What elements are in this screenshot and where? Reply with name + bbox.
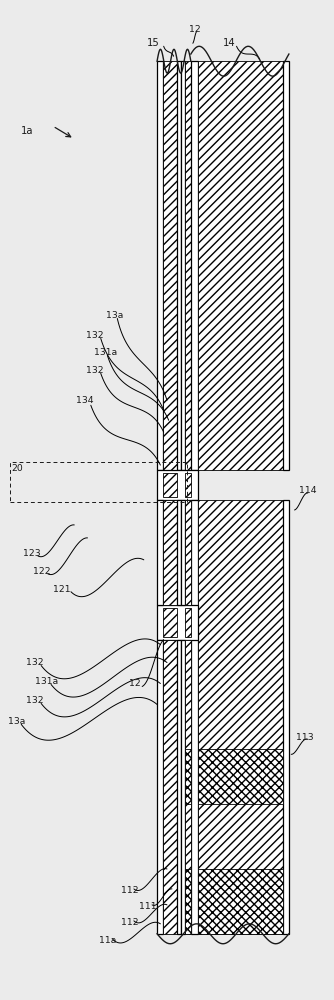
- Bar: [181, 61, 185, 470]
- Bar: [191, 61, 198, 470]
- Bar: [157, 605, 198, 640]
- Text: 134: 134: [76, 396, 94, 405]
- Text: 13a: 13a: [8, 717, 25, 726]
- Text: 15: 15: [147, 38, 160, 48]
- Bar: [157, 470, 198, 500]
- Bar: [185, 749, 191, 804]
- Bar: [181, 500, 185, 605]
- Text: 121: 121: [53, 585, 70, 594]
- Bar: [198, 500, 283, 934]
- Text: 111: 111: [139, 902, 156, 911]
- Bar: [157, 500, 163, 605]
- Text: 122: 122: [33, 567, 50, 576]
- Bar: [185, 473, 191, 497]
- Bar: [283, 500, 289, 934]
- Bar: [185, 500, 191, 605]
- Bar: [177, 500, 181, 605]
- Bar: [185, 640, 191, 934]
- Bar: [177, 640, 181, 934]
- Bar: [191, 500, 198, 934]
- Text: 113: 113: [296, 733, 314, 742]
- Bar: [163, 473, 177, 497]
- Bar: [10, 462, 187, 502]
- Text: 11a: 11a: [99, 936, 117, 945]
- Text: 1a: 1a: [21, 126, 34, 136]
- Text: 12: 12: [129, 679, 141, 688]
- Text: 114: 114: [300, 486, 317, 495]
- Text: 123: 123: [23, 549, 40, 558]
- Bar: [185, 608, 191, 637]
- Bar: [185, 61, 191, 470]
- Text: 14: 14: [223, 38, 236, 48]
- Bar: [163, 500, 177, 605]
- Text: 13a: 13a: [106, 311, 123, 320]
- Text: 20: 20: [11, 464, 23, 473]
- Bar: [177, 61, 181, 470]
- Bar: [163, 61, 177, 470]
- Bar: [198, 749, 283, 804]
- Bar: [163, 640, 177, 934]
- Bar: [198, 61, 283, 470]
- Text: 112: 112: [121, 886, 138, 895]
- Bar: [283, 61, 289, 470]
- Bar: [163, 608, 177, 637]
- Bar: [181, 640, 185, 934]
- Bar: [198, 869, 283, 934]
- Bar: [185, 869, 191, 934]
- Text: 132: 132: [26, 696, 44, 705]
- Bar: [157, 640, 163, 934]
- Text: 132: 132: [86, 331, 104, 340]
- Text: 131a: 131a: [94, 348, 117, 357]
- Text: 132: 132: [86, 366, 104, 375]
- Bar: [157, 61, 163, 470]
- Text: 132: 132: [26, 658, 44, 667]
- Text: 112: 112: [121, 918, 138, 927]
- Text: 131a: 131a: [34, 677, 58, 686]
- Text: 12: 12: [188, 25, 200, 34]
